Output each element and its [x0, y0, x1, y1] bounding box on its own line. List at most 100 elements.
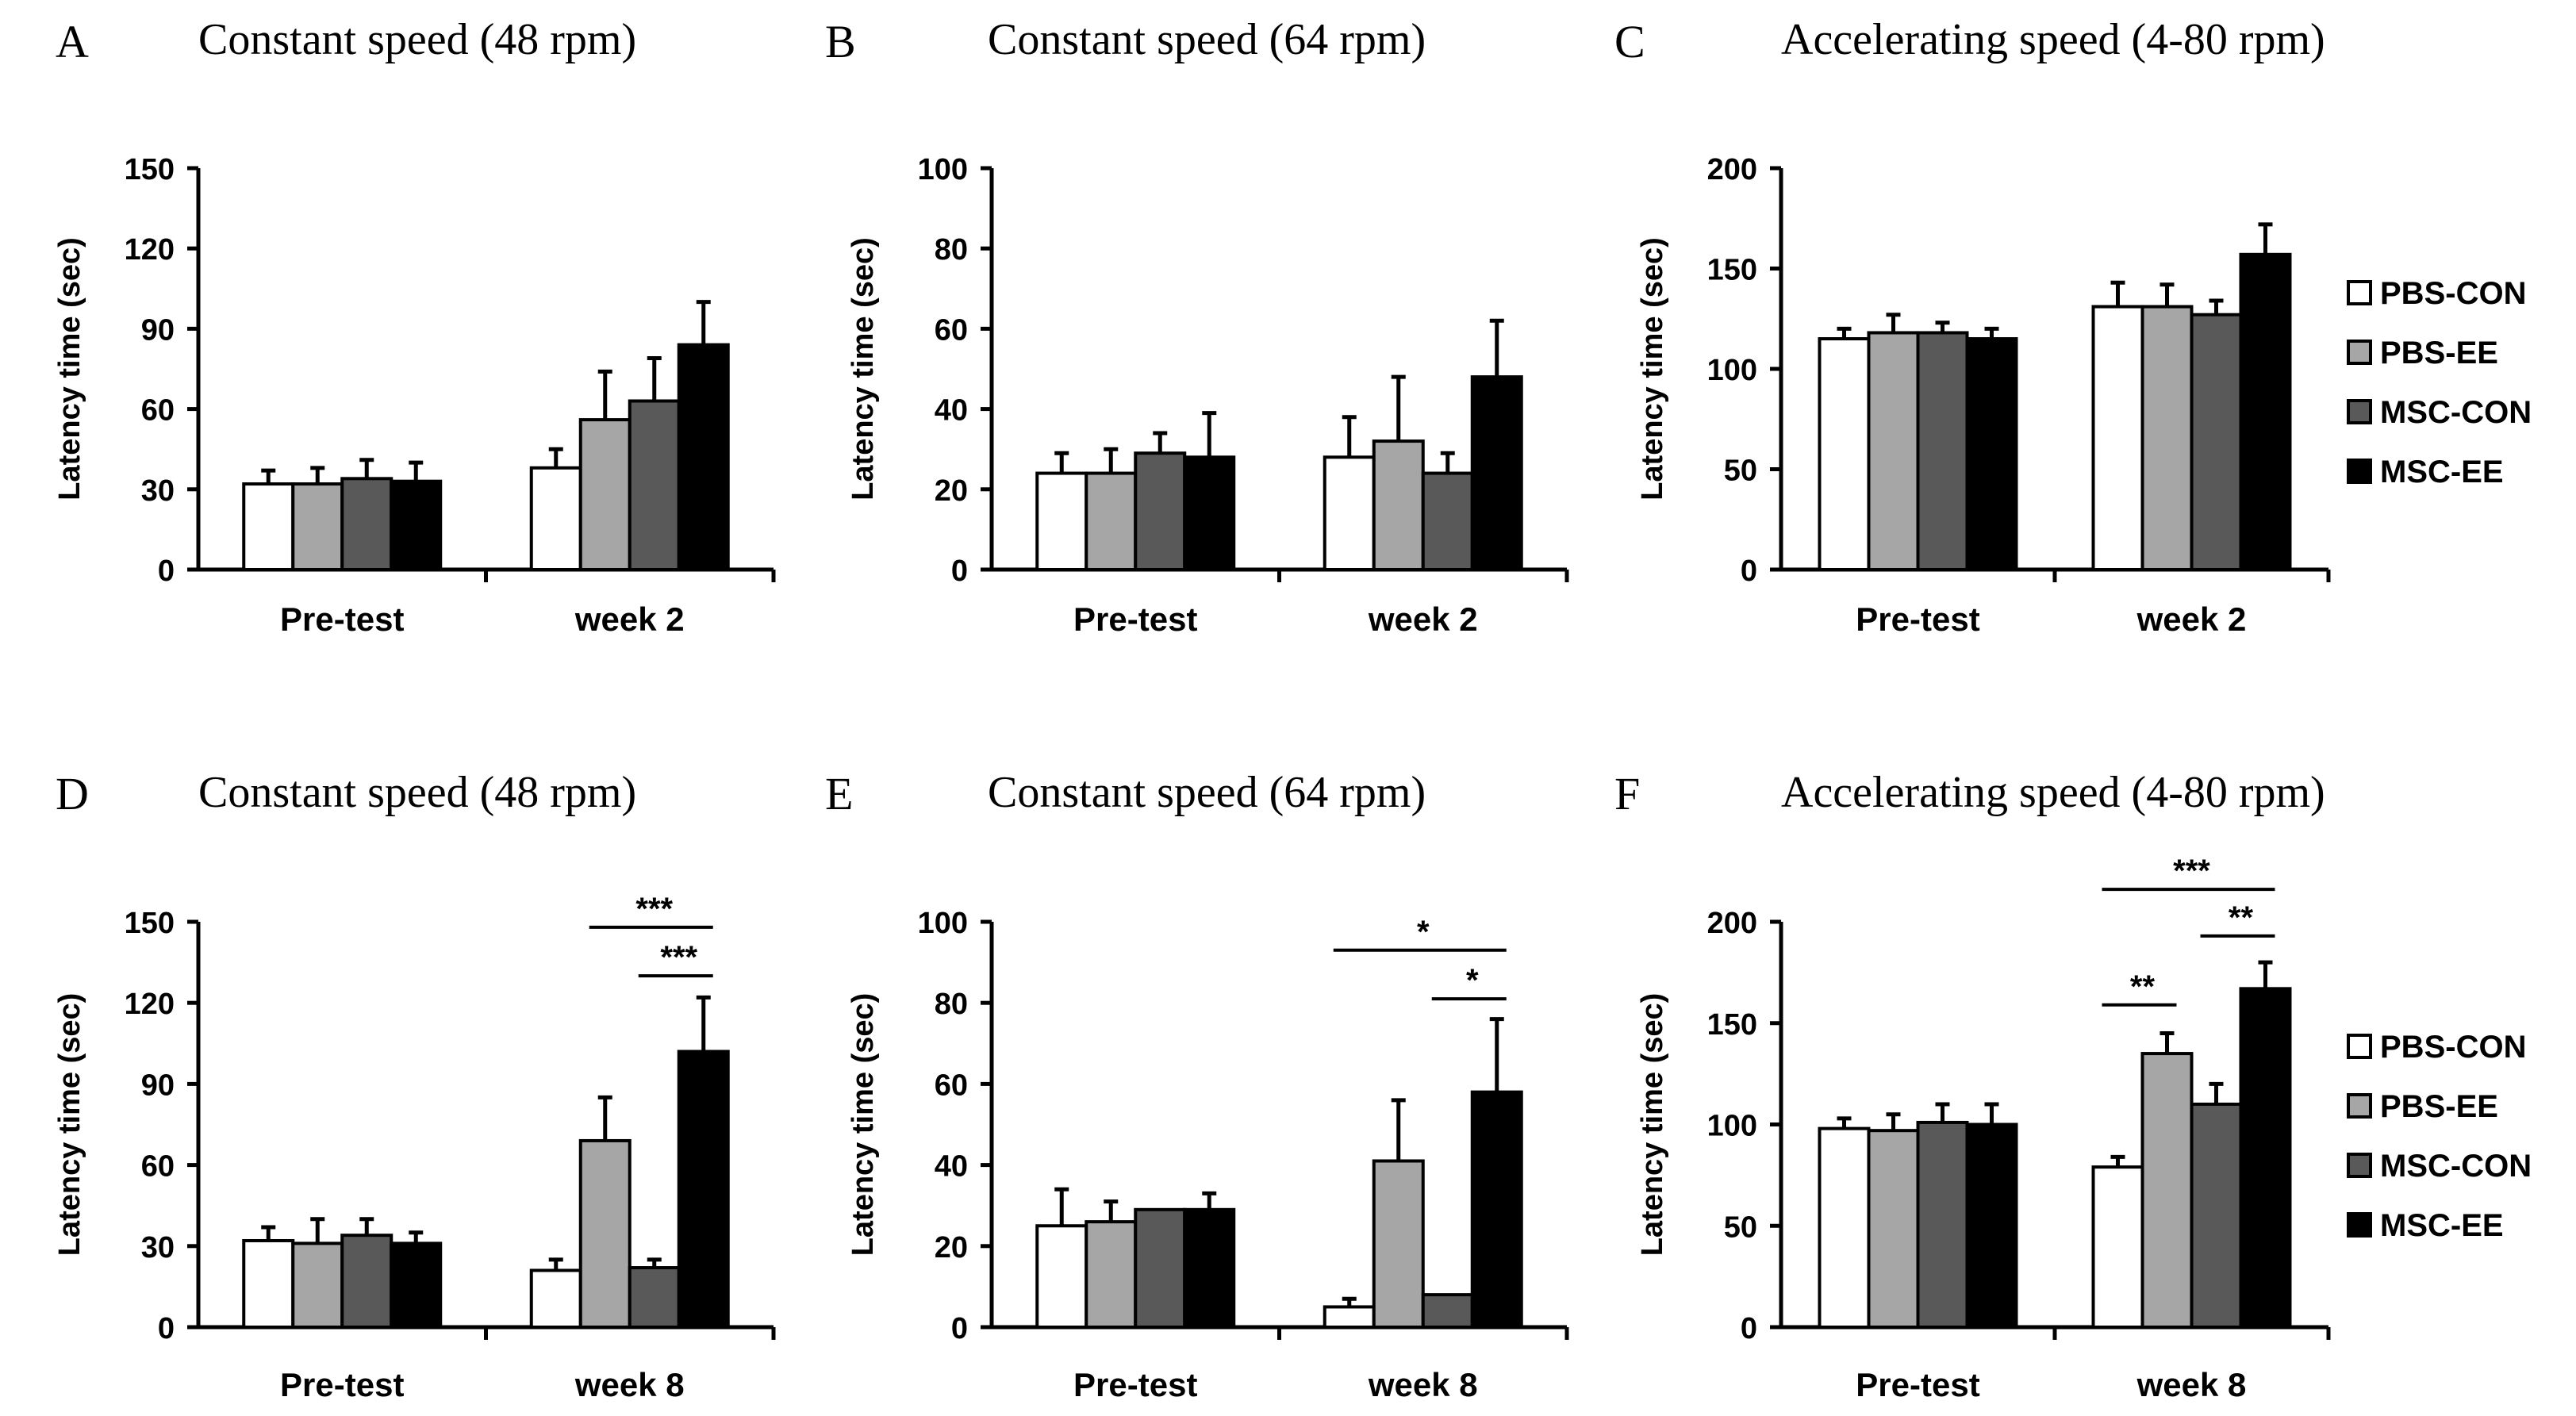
y-tick-label: 20 [935, 474, 968, 508]
legend-label: PBS-EE [2380, 336, 2498, 370]
chart-title: Constant speed (48 rpm) [198, 15, 636, 64]
bar [1818, 1126, 1871, 1329]
y-tick-label: 80 [935, 988, 968, 1021]
legend-swatch [2347, 340, 2372, 365]
chart-title: Accelerating speed (4-80 rpm) [1781, 15, 2325, 64]
x-tick-label: week 2 [2136, 601, 2247, 638]
y-tick-label: 60 [935, 1069, 968, 1102]
panel-letter: E [825, 768, 853, 819]
y-tick-label: 30 [141, 474, 175, 508]
bar [1470, 1090, 1523, 1329]
y-tick-label: 0 [158, 555, 175, 588]
y-tick-label: 0 [1741, 555, 1757, 588]
panel-a: A Constant speed (48 rpm) 0 30 60 90 120 150 Lat… [53, 15, 776, 638]
legend-label: MSC-CON [2380, 395, 2532, 430]
y-axis-label: Latency time (sec) [847, 993, 880, 1257]
y-axis-label: Latency time (sec) [847, 237, 880, 501]
y-tick-label: 80 [935, 233, 968, 267]
legend-swatch [2347, 1212, 2372, 1238]
legend-swatch [2347, 399, 2372, 424]
bar [2140, 1052, 2194, 1329]
bar [1372, 439, 1425, 572]
x-tick-label: Pre-test [280, 1366, 404, 1403]
chart-title: Constant speed (64 rpm) [988, 768, 1426, 817]
legend: PBS-CON PBS-EE MSC-CON MSC-EE [2347, 1030, 2532, 1243]
significance-label: ** [2130, 969, 2156, 1004]
y-tick-label: 40 [935, 394, 968, 428]
bar [578, 1138, 632, 1329]
bar [242, 1238, 295, 1330]
chart-title: Accelerating speed (4-80 rpm) [1781, 768, 2325, 817]
legend-label: MSC-EE [2380, 1208, 2504, 1243]
bar [1867, 1129, 1920, 1330]
y-tick-label: 90 [141, 313, 175, 347]
bar [2190, 313, 2243, 571]
legend-swatch [2347, 1034, 2372, 1059]
x-tick-label: week 2 [1368, 601, 1478, 638]
y-tick-label: 150 [125, 907, 175, 940]
panel-letter: C [1614, 16, 1645, 67]
y-tick-label: 60 [935, 313, 968, 347]
chart-title: Constant speed (64 rpm) [988, 15, 1426, 64]
significance-label: *** [635, 892, 673, 927]
bar [1867, 331, 1920, 571]
y-axis-label: Latency time (sec) [53, 237, 86, 501]
x-tick-label: week 2 [574, 601, 685, 638]
y-tick-label: 100 [918, 153, 968, 186]
bar [1916, 331, 1969, 571]
y-tick-label: 40 [935, 1150, 968, 1184]
bar [1035, 471, 1088, 571]
bar [2140, 305, 2194, 571]
bar [1035, 1224, 1088, 1329]
bar [291, 1241, 344, 1329]
bar [1323, 455, 1376, 571]
y-tick-label: 200 [1707, 907, 1757, 940]
y-tick-label: 90 [141, 1069, 175, 1102]
bar [2091, 1165, 2144, 1330]
y-tick-label: 30 [141, 1231, 175, 1264]
chart-title: Constant speed (48 rpm) [198, 768, 636, 817]
bar [1323, 1305, 1376, 1329]
y-axis-label: Latency time (sec) [1636, 237, 1669, 501]
y-tick-label: 120 [125, 233, 175, 267]
bar [2239, 987, 2292, 1329]
y-tick-label: 0 [951, 1312, 968, 1345]
x-tick-label: week 8 [574, 1366, 685, 1403]
panel-letter: D [56, 768, 89, 819]
x-tick-label: week 8 [1368, 1366, 1478, 1403]
y-axis-label: Latency time (sec) [53, 993, 86, 1257]
bar [390, 1241, 443, 1329]
y-tick-label: 120 [125, 988, 175, 1021]
significance-label: *** [2173, 854, 2210, 888]
panel-letter: F [1614, 768, 1640, 819]
y-tick-label: 0 [158, 1312, 175, 1345]
legend-label: MSC-CON [2380, 1149, 2532, 1184]
panel-b: B Constant speed (64 rpm) 0 20 40 60 80 100 Late… [825, 15, 1569, 638]
y-tick-label: 100 [1707, 354, 1757, 387]
y-tick-label: 150 [125, 153, 175, 186]
legend-swatch [2347, 459, 2372, 484]
bar [1085, 471, 1138, 571]
x-tick-label: Pre-test [1856, 601, 1979, 638]
bar [1183, 1207, 1236, 1330]
bar [2239, 252, 2292, 571]
bar [628, 399, 681, 572]
x-tick-label: Pre-test [1073, 1366, 1197, 1403]
bar [2190, 1102, 2243, 1329]
bar [1965, 1122, 2018, 1329]
y-tick-label: 60 [141, 1150, 175, 1184]
legend-swatch [2347, 1153, 2372, 1178]
legend-swatch [2347, 280, 2372, 305]
bar [677, 343, 730, 571]
bar [1421, 1293, 1474, 1329]
bar [1965, 337, 2018, 571]
significance-label: * [1417, 915, 1430, 950]
legend-label: MSC-EE [2380, 455, 2504, 489]
panel-e: E Constant speed (64 rpm) 0 20 40 60 80 100 Late… [825, 768, 1569, 1403]
significance-label: * [1466, 963, 1479, 998]
legend-label: PBS-CON [2380, 276, 2526, 311]
bar [529, 466, 582, 572]
significance-label: ** [2229, 900, 2254, 935]
y-tick-label: 60 [141, 394, 175, 428]
